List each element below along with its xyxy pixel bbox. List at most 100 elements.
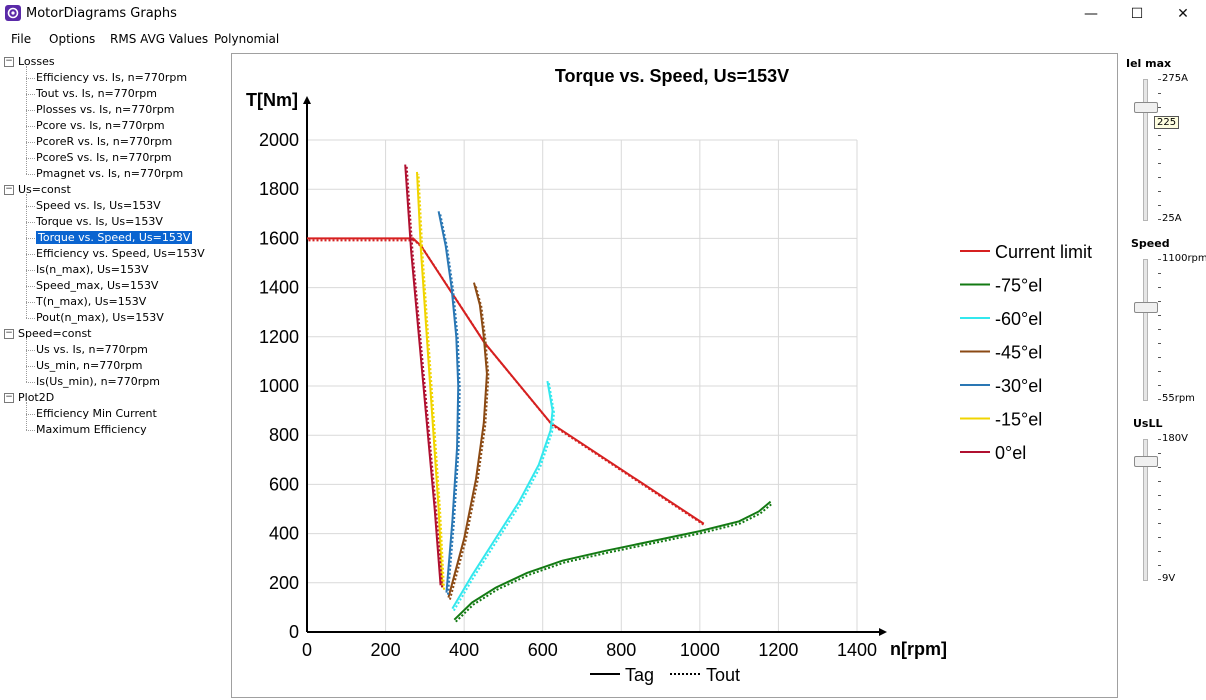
slider-thumb[interactable] (1134, 102, 1158, 113)
tree-item[interactable]: Efficiency vs. Speed, Us=153V (36, 246, 205, 261)
tree-item[interactable]: Us vs. Is, n=770rpm (36, 342, 148, 357)
collapse-icon[interactable]: − (4, 184, 14, 195)
slider-tick (1158, 315, 1161, 316)
tree-item[interactable]: Pmagnet vs. Is, n=770rpm (36, 166, 183, 181)
graph-tree-view[interactable]: − Losses Efficiency vs. Is, n=770rpm Tout v… (0, 52, 226, 700)
slider-tick (1158, 523, 1161, 524)
tree-guide (26, 402, 27, 430)
legend-tag-label: Tag (625, 665, 654, 685)
x-tick-label: 800 (606, 640, 636, 660)
y-tick-label: 200 (269, 573, 299, 593)
menu-rms-avg-values[interactable]: RMS AVG Values (110, 32, 209, 46)
tree-label: Us vs. Is, n=770rpm (36, 343, 148, 356)
slider-tick (1158, 467, 1161, 468)
tree-group[interactable]: Us=const (18, 182, 71, 197)
tree-item[interactable]: T(n_max), Us=153V (36, 294, 146, 309)
x-axis-label: n[rpm] (890, 639, 947, 659)
tree-item[interactable]: Speed_max, Us=153V (36, 278, 158, 293)
tree-group[interactable]: Speed=const (18, 326, 92, 341)
tree-item[interactable]: Is(Us_min), n=770rpm (36, 374, 160, 389)
slider-track[interactable] (1143, 259, 1148, 401)
tree-item[interactable]: Plosses vs. Is, n=770rpm (36, 102, 174, 117)
tree-item[interactable]: Tout vs. Is, n=770rpm (36, 86, 157, 101)
tree-guide (26, 366, 35, 367)
tree-label: PcoreS vs. Is, n=770rpm (36, 151, 172, 164)
collapse-icon[interactable]: − (4, 56, 14, 67)
slider-tick (1158, 495, 1161, 496)
y-tick-label: 800 (269, 425, 299, 445)
tree-item[interactable]: Efficiency vs. Is, n=770rpm (36, 70, 187, 85)
menu-polynomial[interactable]: Polynomial (214, 32, 280, 46)
series-line-tout (455, 502, 773, 623)
y-axis-label: T[Nm] (246, 90, 298, 110)
tree-guide (26, 382, 35, 383)
y-tick-label: 1400 (259, 278, 299, 298)
tree-item[interactable]: Maximum Efficiency (36, 422, 147, 437)
slider-min-label: 9V (1162, 573, 1176, 584)
tree-label: Plosses vs. Is, n=770rpm (36, 103, 175, 116)
maximize-button[interactable]: ☐ (1114, 0, 1160, 28)
collapse-icon[interactable]: − (4, 328, 14, 339)
tree-item[interactable]: PcoreR vs. Is, n=770rpm (36, 134, 172, 149)
tree-item[interactable]: PcoreS vs. Is, n=770rpm (36, 150, 172, 165)
slider-tick (1158, 259, 1161, 260)
minimize-button[interactable]: — (1068, 0, 1114, 28)
tree-guide (26, 110, 35, 111)
slider-tick (1158, 453, 1161, 454)
y-tick-label: 1800 (259, 179, 299, 199)
legend-label: 0°el (995, 443, 1026, 463)
tree-label: Pmagnet vs. Is, n=770rpm (36, 167, 184, 180)
slider-tick (1158, 537, 1161, 538)
tree-item[interactable]: Pout(n_max), Us=153V (36, 310, 164, 325)
tree-group[interactable]: Losses (18, 54, 55, 69)
x-tick-label: 400 (449, 640, 479, 660)
tree-guide (26, 78, 35, 79)
tree-label: PcoreR vs. Is, n=770rpm (36, 135, 173, 148)
slider-tick (1158, 219, 1161, 220)
tree-guide (26, 286, 35, 287)
menu-file[interactable]: File (11, 32, 32, 46)
app-icon (5, 5, 21, 21)
slider-title: Iel max (1126, 57, 1172, 70)
tree-item[interactable]: Efficiency Min Current (36, 406, 157, 421)
slider-tick (1158, 371, 1161, 372)
slider-tick (1158, 343, 1161, 344)
menu-bar: File Options RMS AVG Values Polynomial (0, 28, 1206, 52)
tree-guide (26, 430, 35, 431)
close-button[interactable]: ✕ (1160, 0, 1206, 28)
tree-label: Torque vs. Is, Us=153V (36, 215, 163, 228)
slider-track[interactable] (1143, 439, 1148, 581)
series-line-tag (437, 211, 460, 593)
x-tick-label: 1000 (680, 640, 720, 660)
slider-min-label: 25A (1162, 213, 1182, 224)
series-line-tag (451, 380, 554, 610)
tree-item-selected[interactable]: Torque vs. Speed, Us=153V (36, 230, 193, 245)
tree-guide (26, 194, 27, 318)
slider-thumb[interactable] (1134, 456, 1158, 468)
tree-guide (26, 206, 35, 207)
slider-thumb[interactable] (1134, 302, 1158, 314)
tree-label: Efficiency vs. Speed, Us=153V (36, 247, 205, 260)
slider-tick (1158, 357, 1161, 358)
tree-item[interactable]: Speed vs. Is, Us=153V (36, 198, 161, 213)
series-line-tag (307, 237, 705, 525)
tree-guide (26, 318, 35, 319)
legend-label: -15°el (995, 410, 1042, 430)
tree-guide (26, 338, 27, 382)
tree-label: Efficiency vs. Is, n=770rpm (36, 71, 188, 84)
tree-item[interactable]: Us_min, n=770rpm (36, 358, 142, 373)
tree-item[interactable]: Pcore vs. Is, n=770rpm (36, 118, 165, 133)
tree-label: Is(Us_min), n=770rpm (36, 375, 160, 388)
tree-label: Losses (18, 55, 55, 68)
torque-speed-chart: 0 200 400 600 800 1000 1200 1400 0 200 400 600 800 10… (246, 66, 1092, 685)
slider-tick (1158, 191, 1161, 192)
tree-item[interactable]: Is(n_max), Us=153V (36, 262, 149, 277)
slider-panel: Iel max 275A 25A 225 Speed 1100rpm 55rpm UsLL 18… (1120, 53, 1206, 653)
slider-track[interactable] (1143, 79, 1148, 221)
menu-options[interactable]: Options (49, 32, 96, 46)
tree-item[interactable]: Torque vs. Is, Us=153V (36, 214, 163, 229)
tree-group[interactable]: Plot2D (18, 390, 54, 405)
tree-label: Torque vs. Speed, Us=153V (36, 231, 193, 244)
collapse-icon[interactable]: − (4, 392, 14, 403)
tree-guide (26, 174, 35, 175)
